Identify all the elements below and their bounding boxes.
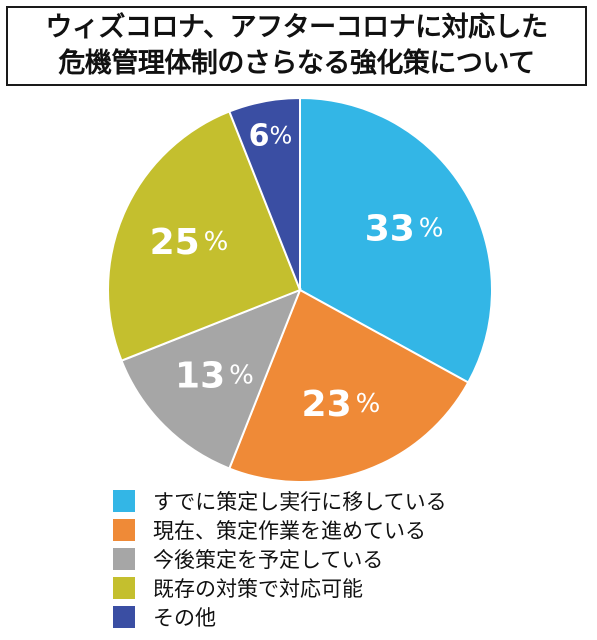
- title-line-2: 危機管理体制のさらなる強化策について: [58, 48, 535, 79]
- legend-swatch: [113, 576, 135, 599]
- title-box: ウィズコロナ、アフターコロナに対応した 危機管理体制のさらなる強化策について: [6, 6, 587, 86]
- legend-label: 今後策定を予定している: [153, 547, 384, 572]
- slice-value-label-1: 33%: [365, 208, 444, 249]
- legend-label: すでに策定し実行に移している: [153, 489, 447, 514]
- legend-label: 現在、策定作業を進めている: [153, 518, 426, 543]
- legend-swatch: [113, 518, 135, 541]
- slice-value-label-3: 13%: [175, 355, 254, 396]
- legend-item-3: 今後策定を予定している: [113, 544, 583, 573]
- pie-slice-5: [228, 96, 301, 291]
- legend-item-5: その他: [113, 602, 583, 631]
- legend-label: 既存の対策で対応可能: [153, 576, 363, 601]
- legend: すでに策定し実行に移している 現在、策定作業を進めている 今後策定を予定している 既存…: [113, 486, 583, 631]
- slice-value-label-4: 25%: [150, 221, 229, 262]
- legend-swatch: [113, 489, 135, 512]
- pie-slice-4: [107, 110, 302, 362]
- title-line-1: ウィズコロナ、アフターコロナに対応した: [45, 12, 548, 43]
- pie-chart: 33 % 23 % 13 % 25 % 6%: [107, 96, 493, 481]
- pie-slice-3: [120, 288, 302, 470]
- legend-item-2: 現在、策定作業を進めている: [113, 515, 583, 544]
- legend-item-4: 既存の対策で対応可能: [113, 573, 583, 602]
- pie-slice-2: [228, 288, 470, 481]
- slice-value-label-5: 6%: [249, 118, 293, 153]
- legend-swatch: [113, 605, 135, 628]
- legend-swatch: [113, 547, 135, 570]
- legend-label: その他: [153, 605, 216, 630]
- slice-value-label-2: 23%: [302, 383, 381, 424]
- pie-slice-1: [299, 96, 493, 384]
- legend-item-1: すでに策定し実行に移している: [113, 486, 583, 515]
